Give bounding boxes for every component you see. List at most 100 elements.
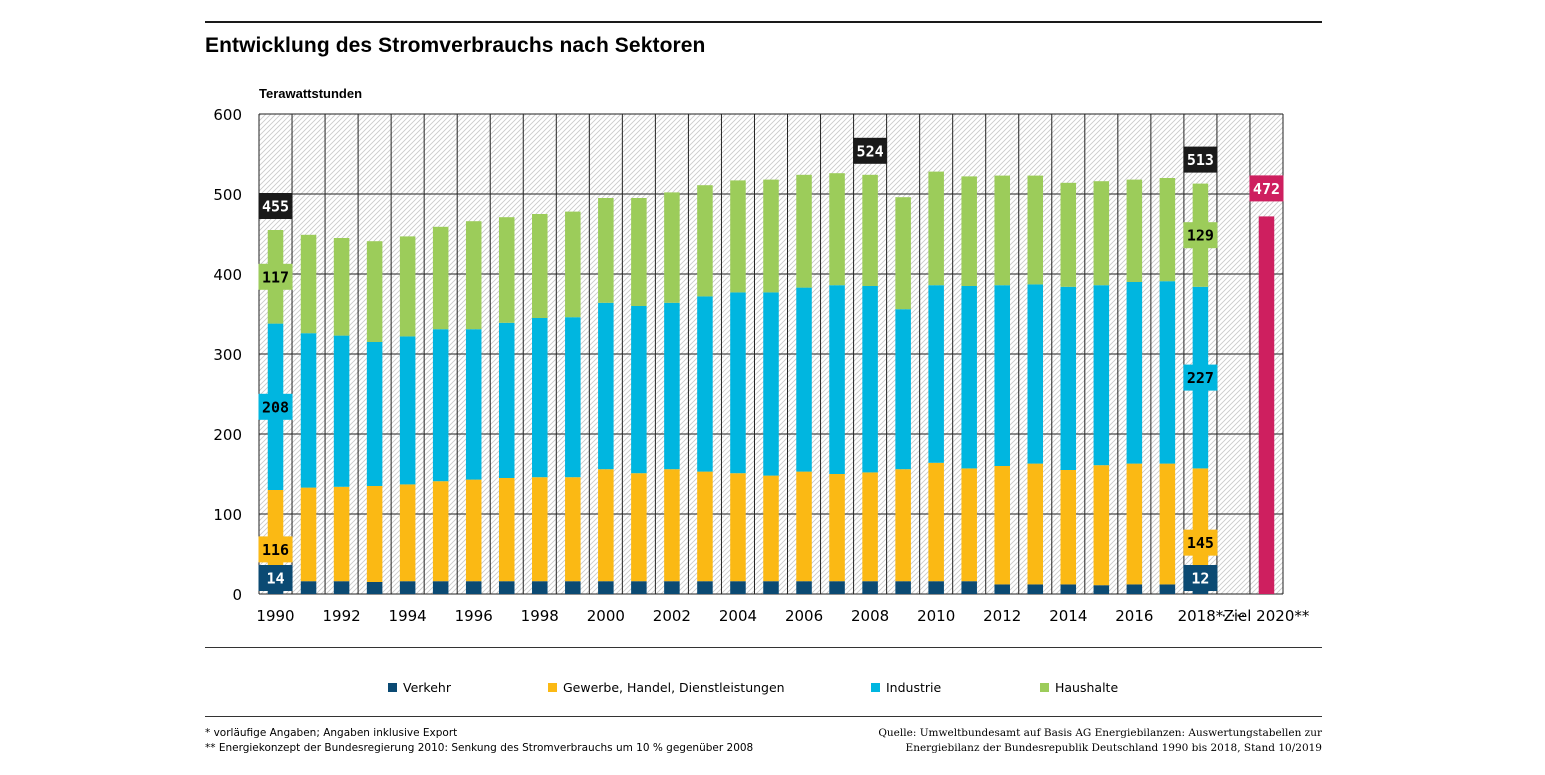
bar-segment-industrie [961, 286, 977, 469]
y-tick-label: 100 [213, 506, 242, 524]
bar-segment-industrie [796, 287, 812, 472]
bar-segment-gewerbe [829, 474, 845, 582]
x-tick-label: Ziel 2020** [1224, 607, 1310, 625]
bar-segment-industrie [598, 302, 614, 470]
bar-segment-gewerbe [961, 468, 977, 582]
bar-segment-gewerbe [1027, 463, 1044, 585]
data-label-gewerbe-box [1183, 529, 1218, 556]
bar-segment-haushalte [432, 226, 449, 330]
bar-segment-industrie [1159, 281, 1176, 464]
bar-segment-verkehr [432, 581, 449, 594]
legend-swatch-haushalte [1040, 683, 1049, 692]
x-tick-label: 1992 [322, 607, 360, 625]
data-label-verkehr: 12 [1191, 570, 1209, 588]
data-label-gewerbe-box [258, 536, 293, 563]
legend-item-verkehr: Verkehr [388, 680, 451, 695]
bar-segment-haushalte [1126, 179, 1143, 282]
bar-segment-gewerbe [300, 487, 317, 582]
bar-segment-industrie [498, 322, 515, 478]
bar-segment-haushalte [961, 176, 977, 286]
legend-item-haushalte: Haushalte [1040, 680, 1118, 695]
data-label-haushalte-box [258, 263, 293, 290]
x-tick-label: ····· [1222, 607, 1246, 625]
bar-segment-gewerbe [598, 469, 614, 582]
bar-segment-verkehr [399, 581, 416, 594]
bar-segment-haushalte [565, 211, 581, 318]
target-label-box [1249, 175, 1284, 202]
bar-segment-haushalte [498, 217, 515, 323]
x-tick-label: 2014 [1049, 607, 1087, 625]
footnote-preliminary: * vorläufige Angaben; Angaben inklusive … [205, 727, 458, 739]
bar-segment-gewerbe [1126, 463, 1143, 585]
bar-segment-gewerbe [796, 471, 812, 582]
target-label: 472 [1253, 180, 1280, 198]
bar-segment-haushalte [366, 241, 383, 342]
bar-segment-gewerbe [631, 473, 647, 582]
x-tick-label: 2012 [983, 607, 1021, 625]
y-tick-label: 500 [213, 186, 242, 204]
bar-segment-haushalte [1093, 181, 1110, 286]
bar-segment-haushalte [730, 180, 746, 293]
x-tick-label: 2004 [719, 607, 757, 625]
footer-top-rule [205, 716, 1322, 717]
bar-segment-gewerbe [730, 473, 746, 582]
bar-segment-verkehr [994, 584, 1010, 594]
bar-segment-haushalte [829, 173, 845, 286]
bar-segment-verkehr [565, 581, 581, 594]
bar-segment-verkehr [697, 581, 713, 594]
bar-segment-gewerbe [432, 481, 449, 582]
bar-segment-verkehr [1126, 584, 1143, 594]
bar-segment-haushalte [598, 198, 614, 303]
bar-segment-verkehr [1027, 584, 1044, 594]
x-tick-label: 2018* [1178, 607, 1224, 625]
bar-segment-verkehr [730, 581, 746, 594]
bar-segment-industrie [1060, 286, 1077, 470]
bar-segment-haushalte [895, 197, 911, 310]
bar-segment-haushalte [763, 179, 779, 293]
bar-segment-gewerbe [399, 484, 416, 582]
bar-segment-industrie [631, 306, 647, 474]
bar-segment-verkehr [631, 581, 647, 594]
bar-segment-industrie [928, 285, 944, 463]
total-label-box [853, 137, 888, 164]
total-label: 455 [262, 198, 289, 216]
bar-segment-gewerbe [763, 475, 779, 582]
bar-segment-industrie [664, 302, 680, 470]
bar-target-2020 [1258, 216, 1275, 594]
data-label-gewerbe: 116 [262, 541, 289, 559]
bar-segment-industrie [829, 285, 845, 474]
bar-segment-industrie [763, 292, 779, 476]
bar-segment-industrie [565, 317, 581, 478]
bar-segment-industrie [1027, 284, 1044, 464]
data-label-verkehr: 14 [266, 570, 284, 588]
bar-segment-verkehr [498, 581, 515, 594]
bar-segment-industrie [697, 296, 713, 472]
x-tick-label: 2000 [587, 607, 625, 625]
legend-label-gewerbe: Gewerbe, Handel, Dienstleistungen [563, 680, 785, 695]
bar-segment-haushalte [1027, 175, 1044, 285]
bar-segment-verkehr [961, 581, 977, 594]
bar-segment-verkehr [532, 581, 548, 594]
bar-segment-haushalte [532, 214, 548, 318]
total-label-box [258, 193, 293, 219]
bar-segment-industrie [730, 292, 746, 474]
bar-segment-industrie [532, 318, 548, 478]
x-tick-label: 2010 [917, 607, 955, 625]
bar-segment-verkehr [300, 581, 317, 594]
bar-segment-gewerbe [465, 479, 482, 582]
footnotes: * vorläufige Angaben; Angaben inklusive … [205, 726, 753, 756]
bar-segment-verkehr [465, 581, 482, 594]
data-label-industrie: 227 [1187, 369, 1214, 387]
legend-item-gewerbe: Gewerbe, Handel, Dienstleistungen [548, 680, 785, 695]
bar-segment-industrie [432, 329, 449, 482]
data-label-gewerbe: 145 [1187, 534, 1214, 552]
bar-segment-haushalte [1060, 182, 1077, 287]
bar-segment-haushalte [465, 221, 482, 330]
total-label: 524 [857, 142, 884, 160]
bar-segment-industrie [465, 329, 482, 480]
bar-segment-verkehr [763, 581, 779, 594]
bar-segment-haushalte [333, 238, 350, 336]
x-tick-label: 1994 [389, 607, 427, 625]
data-label-haushalte: 117 [262, 268, 289, 286]
